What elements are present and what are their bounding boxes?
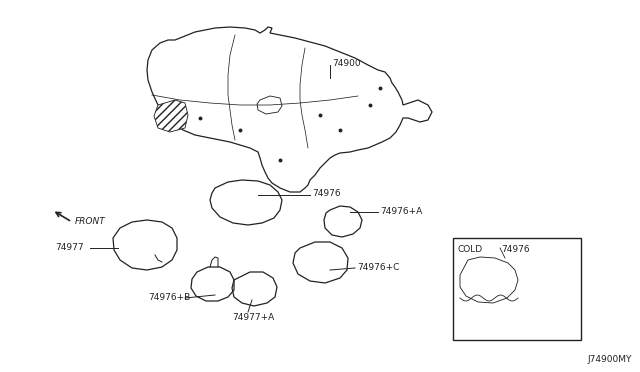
Text: 74976+B: 74976+B xyxy=(148,294,190,302)
Text: 74976: 74976 xyxy=(312,189,340,199)
Text: 74977+A: 74977+A xyxy=(232,314,275,323)
Text: 74976+C: 74976+C xyxy=(357,263,399,272)
Text: 74976: 74976 xyxy=(501,246,530,254)
Text: 74900: 74900 xyxy=(332,58,360,67)
Text: COLD: COLD xyxy=(458,246,483,254)
Bar xyxy=(453,238,581,340)
Polygon shape xyxy=(154,100,188,132)
Text: FRONT: FRONT xyxy=(75,218,106,227)
Text: J74900MY: J74900MY xyxy=(588,355,632,364)
Text: 74976+A: 74976+A xyxy=(380,206,422,215)
Text: 74977: 74977 xyxy=(55,243,84,251)
